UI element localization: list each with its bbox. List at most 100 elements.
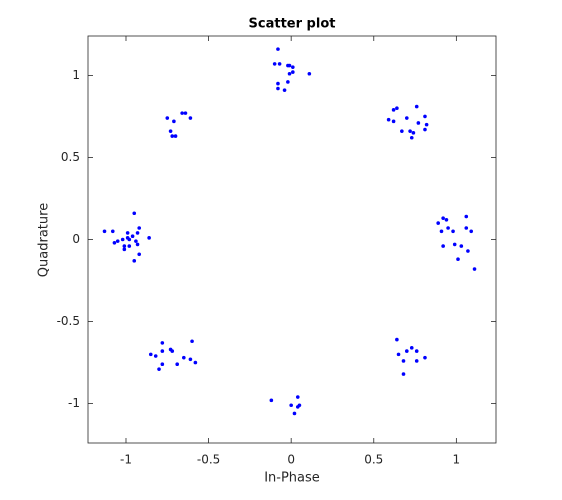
point	[291, 70, 295, 74]
point	[276, 47, 280, 51]
point	[439, 229, 444, 234]
point	[414, 349, 419, 353]
point	[391, 119, 396, 124]
point	[401, 359, 406, 363]
point	[168, 129, 173, 133]
x-tick-label: 0.5	[364, 453, 383, 467]
chart-title: Scatter plot	[249, 17, 336, 32]
point	[183, 111, 188, 115]
point	[408, 129, 412, 133]
point	[160, 349, 165, 353]
point	[153, 354, 158, 358]
point	[160, 362, 165, 367]
point	[182, 355, 186, 360]
point	[466, 249, 470, 253]
point	[193, 360, 198, 365]
point	[112, 240, 117, 245]
point	[148, 352, 153, 357]
point	[291, 65, 295, 69]
point	[446, 226, 450, 230]
point	[276, 81, 280, 86]
point	[173, 134, 178, 138]
y-tick-label: 0.5	[61, 150, 80, 164]
point	[451, 229, 455, 234]
point	[127, 237, 132, 242]
point	[423, 355, 427, 360]
point	[414, 359, 419, 363]
point	[414, 104, 419, 109]
point	[459, 244, 464, 248]
point	[132, 211, 137, 216]
point	[130, 234, 135, 239]
x-tick-label: -0.5	[197, 453, 220, 467]
point	[395, 337, 399, 342]
point	[282, 88, 287, 92]
y-axis-label: Quadrature	[37, 203, 52, 277]
point	[416, 121, 421, 125]
point	[409, 135, 414, 140]
point	[292, 411, 297, 416]
point	[127, 244, 132, 248]
point	[295, 395, 300, 399]
point	[452, 242, 457, 247]
point	[125, 231, 130, 235]
point	[464, 214, 469, 219]
point	[132, 259, 137, 263]
point	[165, 116, 170, 120]
point	[286, 80, 290, 84]
point	[277, 62, 282, 66]
x-tick-label: 0	[287, 453, 295, 467]
point	[405, 116, 409, 120]
plot-area	[87, 35, 497, 444]
point	[115, 239, 120, 243]
point	[137, 226, 142, 230]
point	[134, 239, 138, 243]
y-tick-label: -0.5	[57, 314, 80, 328]
point	[472, 267, 477, 271]
point	[441, 244, 445, 248]
point	[289, 403, 293, 408]
point	[122, 244, 127, 248]
point	[405, 349, 409, 353]
point	[157, 367, 161, 371]
x-tick-label: 1	[453, 453, 461, 467]
y-tick-label: 1	[72, 68, 80, 82]
point	[170, 134, 175, 138]
point	[135, 231, 140, 235]
point	[160, 341, 165, 345]
point	[272, 62, 277, 66]
point	[147, 236, 151, 240]
point	[307, 71, 312, 76]
point	[269, 398, 274, 403]
point	[386, 117, 391, 122]
point	[295, 405, 300, 409]
point	[135, 242, 140, 247]
point	[444, 218, 449, 222]
point	[423, 114, 427, 119]
point	[400, 129, 404, 133]
point	[102, 229, 107, 234]
point	[180, 111, 184, 115]
point	[469, 229, 474, 234]
point	[287, 63, 292, 68]
point	[441, 216, 445, 220]
point	[287, 71, 292, 76]
point	[436, 221, 440, 225]
y-tick-label: -1	[68, 396, 80, 410]
point	[396, 352, 401, 357]
point	[395, 106, 399, 111]
point	[190, 339, 194, 344]
point	[401, 372, 406, 376]
x-tick-label: -1	[120, 453, 132, 467]
point	[120, 237, 125, 242]
point	[424, 122, 429, 127]
point	[456, 257, 460, 261]
point	[122, 247, 127, 252]
point	[110, 229, 115, 234]
point	[188, 116, 193, 120]
point	[409, 346, 414, 350]
point	[276, 86, 280, 91]
point	[172, 119, 176, 124]
point	[423, 127, 427, 132]
